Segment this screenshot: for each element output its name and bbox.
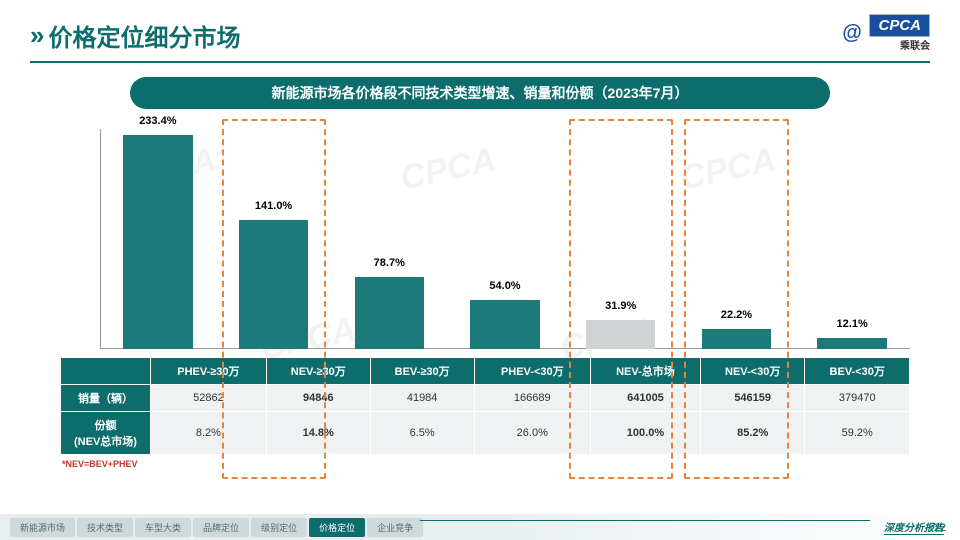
table-col-header: BEV-≥30万 [370, 358, 474, 385]
table-corner [61, 358, 151, 385]
table-row: 份额(NEV总市场)8.2%14.8%6.5%26.0%100.0%85.2%5… [61, 412, 910, 455]
table-cell: 8.2% [151, 412, 267, 455]
table-cell: 41984 [370, 385, 474, 412]
footer-tab[interactable]: 新能源市场 [10, 518, 75, 537]
bar: 31.9% [586, 320, 655, 349]
bar: 141.0% [239, 220, 308, 349]
bar: 12.1% [817, 338, 886, 349]
chart-column: 31.9% [563, 129, 679, 349]
table-col-header: NEV-总市场 [590, 358, 700, 385]
chart-column: 12.1% [794, 129, 910, 349]
table-col-header: PHEV-≥30万 [151, 358, 267, 385]
bar-value-label: 31.9% [605, 300, 636, 312]
bar-chart: 233.4% 141.0% 78.7% 54.0% 31.9% 22.2% 12.1% [60, 129, 910, 349]
logo-subtext: 乘联会 [869, 37, 930, 52]
footer: 新能源市场技术类型车型大类品牌定位级别定位价格定位企业竞争 深度分析报告 [0, 514, 960, 540]
footnote: *NEV=BEV+PHEV [62, 459, 960, 469]
table-row-header: 销量（辆） [61, 385, 151, 412]
table-cell: 85.2% [700, 412, 805, 455]
footer-tab[interactable]: 技术类型 [77, 518, 133, 537]
bar-value-label: 12.1% [837, 318, 868, 330]
bar: 54.0% [470, 300, 539, 350]
table-cell: 546159 [700, 385, 805, 412]
table-cell: 641005 [590, 385, 700, 412]
bar-value-label: 78.7% [374, 257, 405, 269]
bar: 233.4% [123, 135, 192, 349]
table-col-header: NEV-<30万 [700, 358, 805, 385]
chart-column: 233.4% [100, 129, 216, 349]
table-cell: 52862 [151, 385, 267, 412]
page-title: 价格定位细分市场 [48, 18, 240, 53]
chart-column: 22.2% [679, 129, 795, 349]
table-col-header: PHEV-<30万 [474, 358, 590, 385]
footer-tab[interactable]: 企业竞争 [367, 518, 423, 537]
bar: 22.2% [702, 329, 771, 349]
table-cell: 379470 [805, 385, 910, 412]
logo: @ CPCA 乘联会 [842, 14, 930, 52]
table-cell: 26.0% [474, 412, 590, 455]
bar-value-label: 233.4% [139, 115, 176, 127]
table-cell: 6.5% [370, 412, 474, 455]
logo-text: CPCA [869, 14, 930, 37]
page-number: 22 [934, 522, 946, 534]
chevron-icon: » [30, 20, 38, 51]
table-cell: 100.0% [590, 412, 700, 455]
chart-subtitle: 新能源市场各价格段不同技术类型增速、销量和份额（2023年7月） [130, 77, 830, 109]
chart-column: 141.0% [216, 129, 332, 349]
footer-tab[interactable]: 品牌定位 [193, 518, 249, 537]
table-cell: 166689 [474, 385, 590, 412]
table-row: 销量（辆）52862948464198416668964100554615937… [61, 385, 910, 412]
logo-swoosh-icon: @ [842, 22, 862, 45]
bar-value-label: 54.0% [489, 280, 520, 292]
chart-column: 54.0% [447, 129, 563, 349]
chart-column: 78.7% [331, 129, 447, 349]
table-cell: 14.8% [266, 412, 370, 455]
table-cell: 59.2% [805, 412, 910, 455]
footer-divider [420, 520, 870, 521]
table-row-header: 份额(NEV总市场) [61, 412, 151, 455]
title-underline [30, 61, 930, 63]
table-col-header: BEV-<30万 [805, 358, 910, 385]
table-col-header: NEV-≥30万 [266, 358, 370, 385]
table-cell: 94846 [266, 385, 370, 412]
bar-value-label: 141.0% [255, 200, 292, 212]
header: » 价格定位细分市场 [0, 0, 960, 61]
footer-tab[interactable]: 价格定位 [309, 518, 365, 537]
footer-tab[interactable]: 级别定位 [251, 518, 307, 537]
bar: 78.7% [355, 277, 424, 349]
footer-tab[interactable]: 车型大类 [135, 518, 191, 537]
bar-value-label: 22.2% [721, 309, 752, 321]
data-table: PHEV-≥30万NEV-≥30万BEV-≥30万PHEV-<30万NEV-总市… [60, 357, 910, 455]
